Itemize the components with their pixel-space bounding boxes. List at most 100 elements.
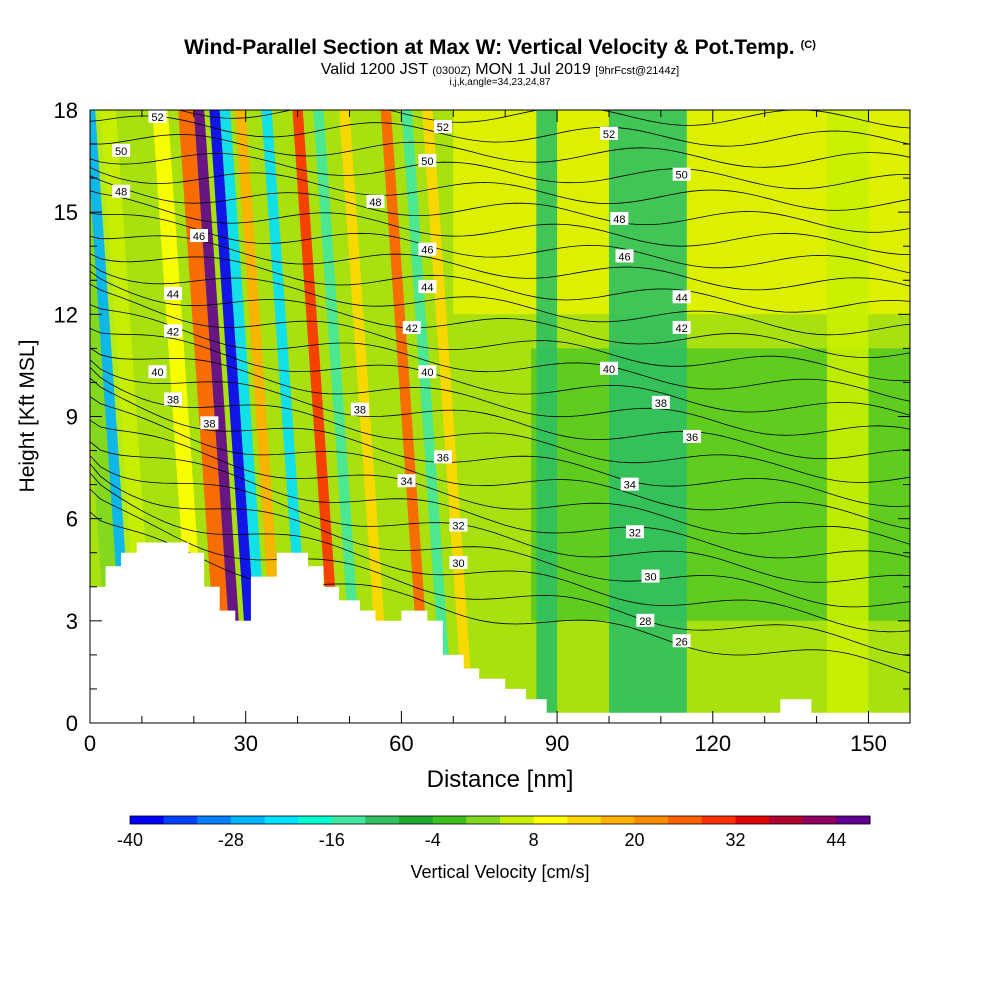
isentrope-label: 36 — [683, 429, 702, 444]
isentrope-label-box — [672, 290, 691, 304]
isentrope-label: 40 — [148, 365, 167, 379]
isentrope-label-box — [418, 280, 437, 294]
isentrope-line — [90, 511, 910, 674]
isentrope-label-box — [112, 143, 131, 157]
colorbar-swatch — [298, 816, 333, 824]
isentrope-label-text: 50 — [676, 170, 688, 182]
colorbar-tick-label: 44 — [826, 830, 846, 850]
isentrope-label-text: 30 — [644, 572, 656, 584]
colorbar-tick-label: -16 — [319, 830, 345, 850]
colorbar-swatch — [701, 816, 736, 824]
chart-subtitle: Valid 1200 JST (0300Z) MON 1 Jul 2019 [9… — [0, 61, 1000, 79]
isentrope-label: 50 — [418, 154, 437, 168]
isentrope-label-text: 36 — [437, 452, 449, 464]
isentrope-label: 46 — [189, 229, 208, 243]
colorbar-swatch — [802, 816, 837, 824]
isentrope-line — [90, 253, 910, 313]
velocity-band — [422, 110, 475, 723]
colorbar-swatch — [365, 816, 400, 824]
colorbar-swatch — [668, 816, 703, 824]
colorbar-swatch — [230, 816, 266, 824]
isentrope-label: 32 — [625, 525, 644, 539]
isentrope-label-box — [397, 474, 416, 488]
isentrope-label-box — [620, 477, 639, 491]
isentrope-line — [90, 190, 910, 255]
isentrope-label-text: 38 — [203, 418, 215, 430]
colorbar-swatch — [163, 816, 198, 824]
isentrope-line — [90, 212, 910, 274]
isentrope-lines — [90, 93, 910, 674]
colorbar-swatch — [634, 816, 669, 824]
x-tick-label: 30 — [233, 731, 257, 756]
isentrope-label: 42 — [402, 320, 421, 335]
colorbar-swatch — [735, 816, 770, 824]
isentrope-line — [90, 396, 910, 530]
colorbar-frame — [129, 815, 871, 825]
terrain-mask — [90, 542, 910, 723]
isentrope-line — [90, 488, 910, 657]
isentrope-label-box — [672, 167, 691, 181]
isentrope-label-box — [615, 249, 634, 263]
isentrope-label-text: 50 — [115, 146, 127, 158]
isentrope-label-box — [683, 429, 702, 443]
isentrope-line — [90, 166, 910, 211]
subtitle-utc: (0300Z) — [432, 65, 471, 77]
isentrope-label-text: 42 — [167, 326, 179, 338]
isentrope-label: 40 — [418, 365, 437, 379]
isentrope-line — [90, 472, 910, 633]
colorbar: -40 -28 -16 -4 8 20 32 44 — [117, 815, 871, 850]
isentrope-label-box — [599, 361, 618, 375]
x-tick-label: 90 — [545, 731, 569, 756]
isentrope-label-box — [112, 184, 131, 198]
y-tick-label: 12 — [54, 302, 78, 327]
isentrope-label: 38 — [651, 395, 670, 410]
isentrope-line — [90, 347, 910, 436]
isentrope-label-box — [449, 555, 468, 569]
y-tick-label: 6 — [66, 507, 78, 532]
colorbar-tick-label: 8 — [529, 830, 539, 850]
isentrope-line — [90, 270, 910, 359]
isentrope-label: 48 — [610, 211, 629, 226]
x-tick-label: 0 — [84, 731, 96, 756]
isentrope-label-text: 44 — [676, 292, 688, 304]
isentrope-label: 48 — [366, 194, 385, 209]
velocity-band — [209, 110, 262, 723]
isentrope-line — [90, 304, 910, 402]
velocity-band — [235, 110, 288, 723]
y-tick-label: 9 — [66, 405, 78, 430]
isentrope-label-box — [189, 229, 208, 243]
isentrope-label-text: 40 — [603, 364, 615, 376]
x-tick-label: 150 — [850, 731, 887, 756]
isentrope-label-box — [610, 211, 629, 225]
colorbar-swatch — [432, 816, 467, 824]
isentrope-label-text: 52 — [437, 122, 449, 134]
velocity-band — [401, 110, 454, 723]
subtitle-main: Valid 1200 JST — [320, 61, 428, 78]
chart-params: i,j,k,angle=34,23,24,87 — [449, 77, 551, 88]
isentrope-label-text: 46 — [193, 231, 205, 243]
isentrope-line — [90, 463, 910, 608]
isentrope-line — [90, 93, 910, 107]
colorbar-tick-label: 20 — [625, 830, 645, 850]
colorbar-swatch — [500, 816, 535, 824]
isentrope-label-text: 48 — [369, 197, 381, 209]
isentrope-label-box — [164, 392, 183, 406]
isentrope-line — [90, 441, 910, 559]
isentrope-label: 44 — [672, 290, 691, 304]
x-axis-label: Distance [nm] — [426, 766, 574, 793]
isentrope-label-text: 44 — [421, 282, 433, 294]
isentrope-label-text: 42 — [676, 323, 688, 335]
title-mark: (C) — [800, 39, 816, 51]
isentrope-label-text: 46 — [618, 251, 630, 263]
colorbar-swatch — [264, 816, 299, 824]
colorbar-swatch — [600, 816, 636, 824]
isentrope-label: 42 — [164, 324, 183, 338]
y-tick-label: 0 — [66, 711, 78, 736]
colorbar-tick-label: -28 — [218, 830, 244, 850]
x-axis-ticks: 0 30 60 90 120 150 — [84, 110, 887, 756]
isentrope-label: 38 — [350, 402, 369, 417]
colorbar-tick-label: -4 — [425, 830, 441, 850]
isentrope-line — [90, 175, 910, 233]
isentrope-label-text: 44 — [167, 289, 179, 301]
